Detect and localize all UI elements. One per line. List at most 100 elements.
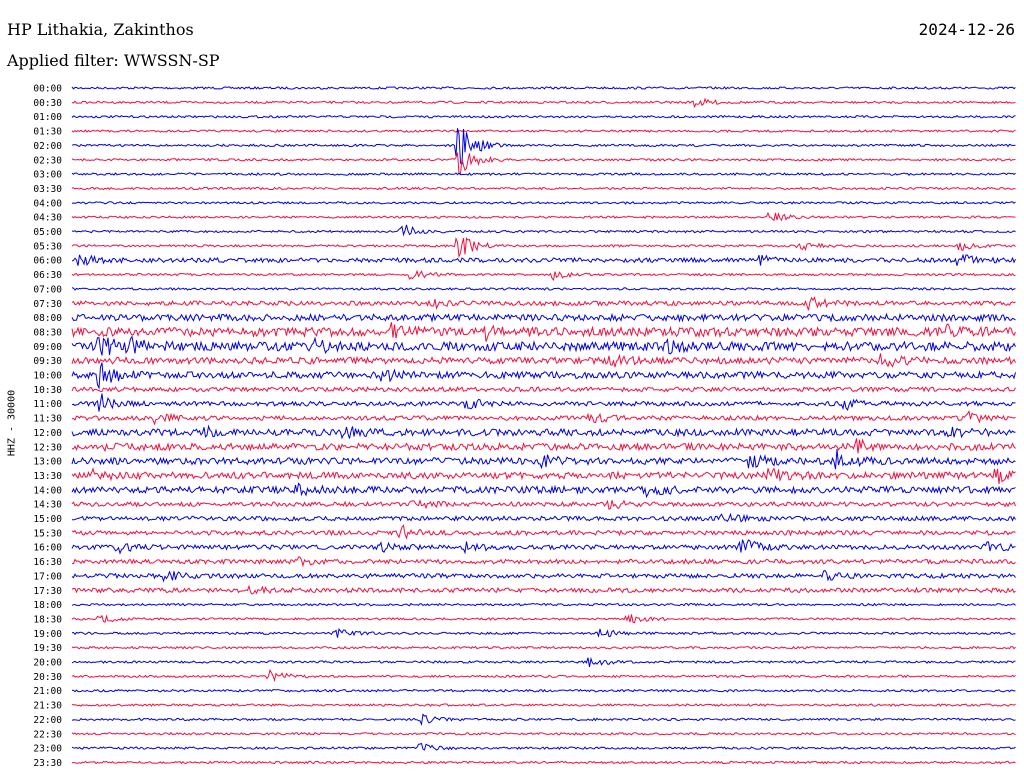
plot-date: 2024-12-26 bbox=[918, 20, 1015, 39]
row-time-label: 11:30 bbox=[33, 414, 62, 425]
trace-line bbox=[71, 614, 1016, 624]
row-time-label: 06:30 bbox=[33, 270, 62, 281]
row-time-label: 15:30 bbox=[33, 528, 62, 539]
row-time-label: 17:30 bbox=[33, 586, 62, 597]
row-time-label: 18:30 bbox=[33, 614, 62, 625]
row-time-label: 08:30 bbox=[33, 327, 62, 338]
row-time-label: 05:00 bbox=[33, 227, 62, 238]
trace-line bbox=[71, 211, 1016, 222]
row-time-label: 04:00 bbox=[33, 198, 62, 209]
trace-line bbox=[71, 287, 1016, 291]
trace-line bbox=[71, 322, 1016, 342]
row-time-label: 13:30 bbox=[33, 471, 62, 482]
row-time-label: 16:00 bbox=[33, 543, 62, 554]
row-time-label: 14:30 bbox=[33, 500, 62, 511]
trace-line bbox=[71, 482, 1016, 499]
trace-line bbox=[71, 645, 1016, 650]
trace-line bbox=[71, 438, 1016, 454]
trace-line bbox=[71, 385, 1016, 393]
row-time-label: 08:00 bbox=[33, 313, 62, 324]
trace-line bbox=[71, 353, 1016, 368]
row-time-label: 23:30 bbox=[33, 758, 62, 769]
trace-line bbox=[71, 186, 1016, 191]
trace-line bbox=[71, 129, 1016, 133]
row-time-label: 12:30 bbox=[33, 442, 62, 453]
trace-line bbox=[71, 703, 1016, 707]
row-time-label: 19:00 bbox=[33, 629, 62, 640]
trace-line bbox=[71, 512, 1016, 523]
row-time-label: 23:00 bbox=[33, 744, 62, 755]
row-time-label: 15:00 bbox=[33, 514, 62, 525]
trace-line bbox=[71, 602, 1016, 607]
row-label-group: 00:00 00:30 01:00 01:30 02:00 02:30 03:00 03:30… bbox=[33, 84, 62, 769]
row-time-label: 09:00 bbox=[33, 342, 62, 353]
trace-line bbox=[71, 539, 1016, 555]
row-time-label: 13:00 bbox=[33, 457, 62, 468]
trace-line bbox=[71, 713, 1016, 727]
trace-line bbox=[71, 524, 1016, 540]
row-time-label: 06:00 bbox=[33, 256, 62, 267]
trace-line bbox=[71, 498, 1016, 510]
trace-line bbox=[71, 410, 1016, 426]
row-time-label: 04:30 bbox=[33, 213, 62, 224]
trace-group bbox=[71, 86, 1016, 765]
row-time-label: 22:30 bbox=[33, 729, 62, 740]
trace-line bbox=[71, 224, 1016, 237]
trace-line bbox=[71, 742, 1016, 751]
trace-line bbox=[71, 253, 1016, 266]
trace-line bbox=[71, 467, 1016, 484]
trace-line bbox=[71, 114, 1016, 119]
trace-line bbox=[71, 731, 1016, 736]
row-time-label: 22:00 bbox=[33, 715, 62, 726]
row-time-label: 00:30 bbox=[33, 98, 62, 109]
trace-line bbox=[71, 236, 1016, 259]
trace-line bbox=[71, 656, 1016, 667]
trace-line bbox=[71, 335, 1016, 356]
trace-line bbox=[71, 569, 1016, 583]
row-time-label: 02:00 bbox=[33, 141, 62, 152]
row-time-label: 02:30 bbox=[33, 155, 62, 166]
trace-line bbox=[71, 269, 1016, 282]
trace-line bbox=[71, 296, 1016, 311]
row-time-label: 03:00 bbox=[33, 170, 62, 181]
trace-line bbox=[71, 152, 1016, 175]
trace-line bbox=[71, 128, 1016, 165]
row-time-label: 03:30 bbox=[33, 184, 62, 195]
trace-line bbox=[71, 584, 1016, 595]
row-time-label: 14:00 bbox=[33, 485, 62, 496]
row-time-label: 10:00 bbox=[33, 371, 62, 382]
row-time-label: 05:30 bbox=[33, 241, 62, 252]
row-time-label: 20:00 bbox=[33, 658, 62, 669]
filter-label: Applied filter: WWSSN-SP bbox=[7, 51, 220, 70]
row-time-label: 01:00 bbox=[33, 112, 62, 123]
trace-line bbox=[71, 424, 1016, 440]
row-time-label: 20:30 bbox=[33, 672, 62, 683]
trace-line bbox=[71, 312, 1016, 323]
row-time-label: 21:30 bbox=[33, 701, 62, 712]
trace-line bbox=[71, 393, 1016, 412]
station-title: HP Lithakia, Zakinthos bbox=[7, 20, 194, 39]
row-time-label: 01:30 bbox=[33, 127, 62, 138]
row-time-label: 17:00 bbox=[33, 571, 62, 582]
trace-line bbox=[72, 628, 1016, 638]
row-time-label: 18:00 bbox=[33, 600, 62, 611]
row-time-label: 07:30 bbox=[33, 299, 62, 310]
trace-line bbox=[71, 556, 1016, 568]
trace-line bbox=[71, 86, 1016, 90]
row-time-label: 21:00 bbox=[33, 686, 62, 697]
row-time-label: 16:30 bbox=[33, 557, 62, 568]
row-time-label: 19:30 bbox=[33, 643, 62, 654]
row-time-label: 09:30 bbox=[33, 356, 62, 367]
row-time-label: 00:00 bbox=[33, 84, 62, 95]
trace-line bbox=[71, 449, 1016, 470]
row-time-label: 11:00 bbox=[33, 399, 62, 410]
trace-line bbox=[71, 362, 1016, 390]
trace-line bbox=[71, 760, 1016, 765]
row-time-label: 12:00 bbox=[33, 428, 62, 439]
trace-line bbox=[71, 688, 1016, 693]
trace-line bbox=[71, 97, 1016, 109]
row-time-label: 10:30 bbox=[33, 385, 62, 396]
trace-line bbox=[71, 200, 1016, 205]
trace-line bbox=[71, 172, 1016, 177]
